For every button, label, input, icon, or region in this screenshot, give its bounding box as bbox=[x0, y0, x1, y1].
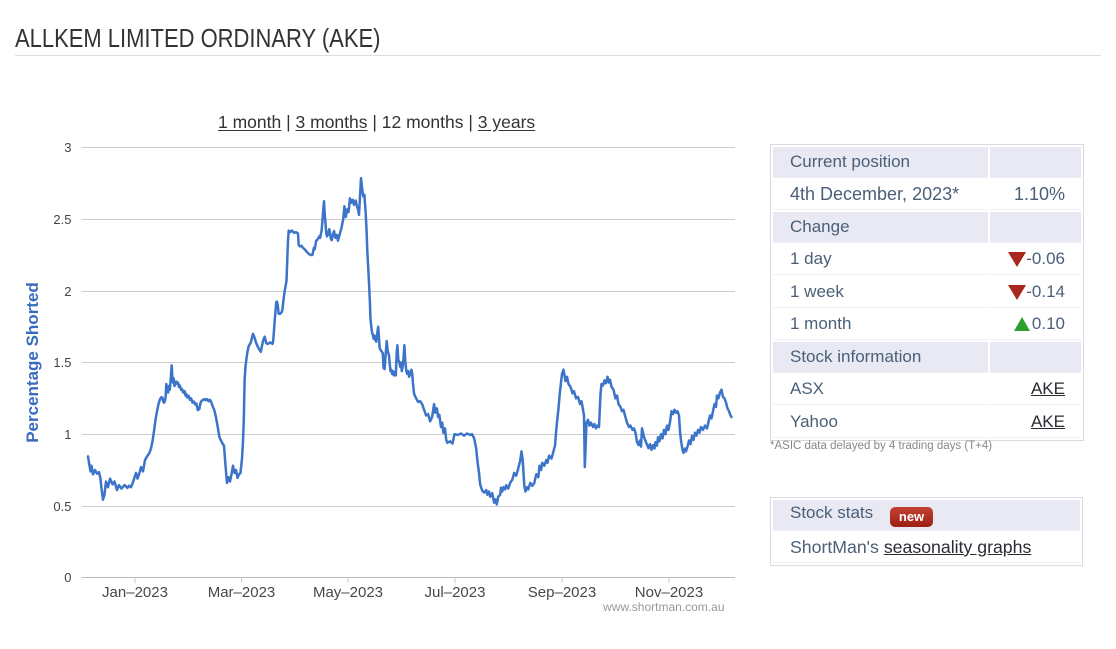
svg-text:3: 3 bbox=[64, 140, 71, 155]
svg-text:Jan–2023: Jan–2023 bbox=[102, 584, 168, 601]
svg-text:Jul–2023: Jul–2023 bbox=[425, 584, 486, 601]
svg-text:1.5: 1.5 bbox=[53, 355, 71, 370]
svg-text:2.5: 2.5 bbox=[53, 212, 71, 227]
svg-text:Percentage Shorted: Percentage Shorted bbox=[23, 282, 42, 443]
svg-text:0.5: 0.5 bbox=[53, 499, 71, 514]
svg-text:2: 2 bbox=[64, 284, 71, 299]
svg-text:www.shortman.com.au: www.shortman.com.au bbox=[602, 600, 724, 614]
svg-text:1: 1 bbox=[64, 427, 71, 442]
svg-text:May–2023: May–2023 bbox=[313, 584, 383, 601]
svg-text:Sep–2023: Sep–2023 bbox=[528, 584, 596, 601]
svg-text:0: 0 bbox=[64, 570, 71, 585]
svg-text:Mar–2023: Mar–2023 bbox=[208, 584, 276, 601]
svg-text:Nov–2023: Nov–2023 bbox=[635, 584, 703, 601]
